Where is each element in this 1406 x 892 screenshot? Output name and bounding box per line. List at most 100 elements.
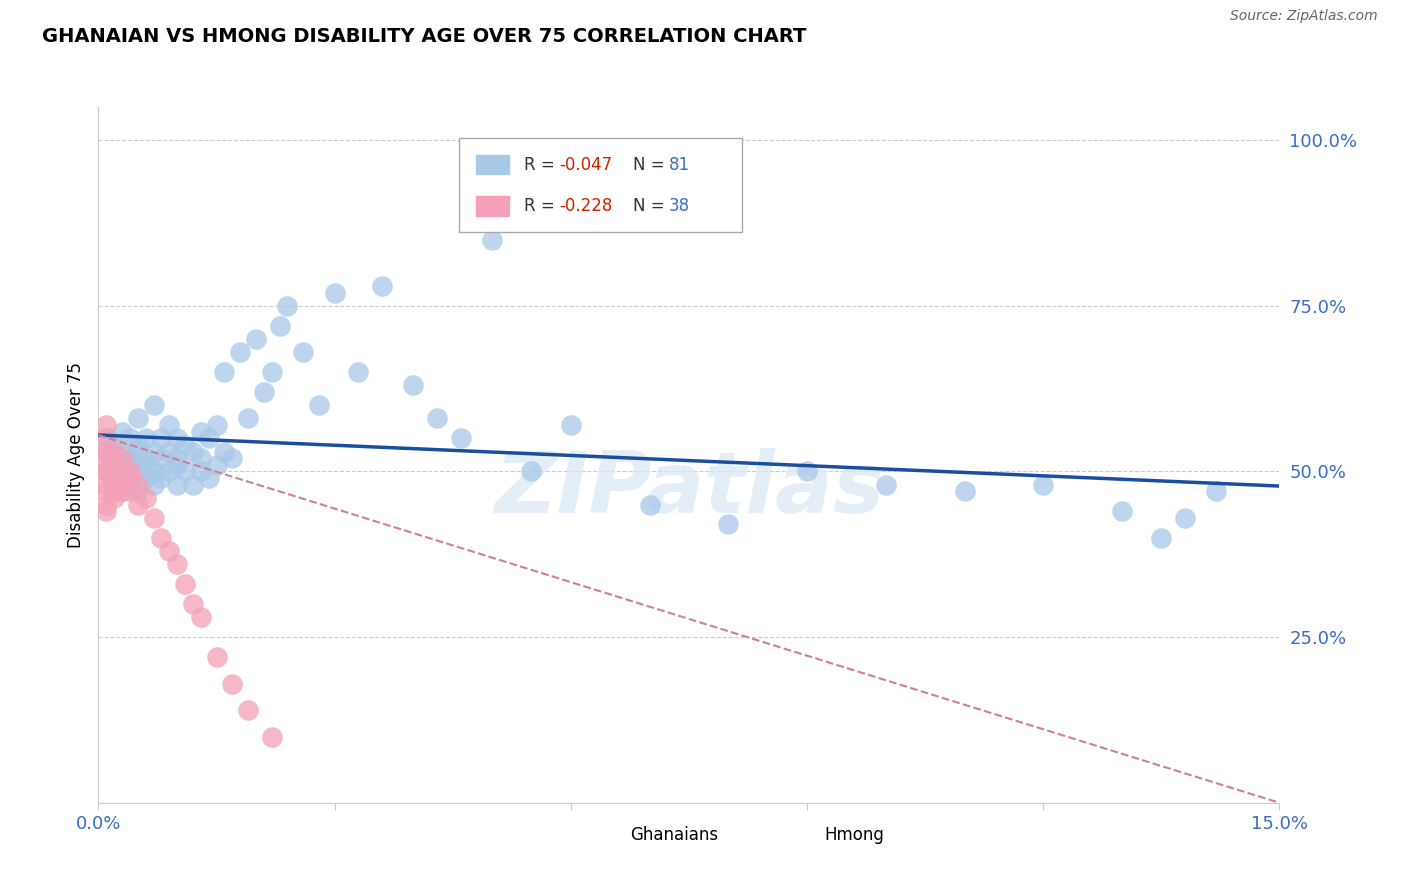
Point	[236, 703, 259, 717]
Point	[371, 279, 394, 293]
Text: -0.228: -0.228	[560, 197, 613, 215]
Point	[127, 444, 149, 458]
Point	[481, 233, 503, 247]
Point	[174, 465, 197, 479]
Point	[205, 418, 228, 433]
Point	[308, 398, 330, 412]
FancyBboxPatch shape	[458, 138, 742, 232]
Point	[96, 465, 118, 479]
Text: R =: R =	[523, 197, 560, 215]
Point	[1150, 531, 1173, 545]
Point	[292, 345, 315, 359]
FancyBboxPatch shape	[582, 825, 616, 845]
Point	[111, 484, 134, 499]
Point	[181, 477, 204, 491]
Point	[103, 451, 125, 466]
Point	[520, 465, 543, 479]
Point	[323, 285, 346, 300]
Point	[118, 471, 141, 485]
Point	[157, 418, 180, 433]
Point	[796, 465, 818, 479]
Point	[157, 544, 180, 558]
Point	[142, 511, 165, 525]
Point	[560, 418, 582, 433]
Point	[96, 418, 118, 433]
Point	[150, 431, 173, 445]
Point	[135, 458, 157, 472]
Point	[111, 484, 134, 499]
Point	[205, 458, 228, 472]
Point	[142, 465, 165, 479]
Point	[717, 517, 740, 532]
Point	[190, 610, 212, 624]
Point	[269, 318, 291, 333]
Point	[142, 444, 165, 458]
Point	[260, 365, 283, 379]
Point	[127, 498, 149, 512]
Point	[103, 465, 125, 479]
Point	[253, 384, 276, 399]
Text: Ghanaians: Ghanaians	[630, 826, 718, 844]
Point	[142, 398, 165, 412]
Text: R =: R =	[523, 155, 560, 174]
Text: N =: N =	[634, 155, 671, 174]
Point	[111, 477, 134, 491]
Point	[1174, 511, 1197, 525]
Point	[127, 438, 149, 452]
Point	[426, 411, 449, 425]
Point	[236, 411, 259, 425]
Point	[221, 451, 243, 466]
Point	[118, 451, 141, 466]
Point	[174, 577, 197, 591]
Point	[96, 498, 118, 512]
Point	[229, 345, 252, 359]
Point	[150, 451, 173, 466]
Point	[1205, 484, 1227, 499]
Point	[190, 465, 212, 479]
Point	[450, 431, 472, 445]
Text: GHANAIAN VS HMONG DISABILITY AGE OVER 75 CORRELATION CHART: GHANAIAN VS HMONG DISABILITY AGE OVER 75…	[42, 27, 807, 45]
Point	[96, 504, 118, 518]
Point	[953, 484, 976, 499]
Point	[118, 484, 141, 499]
Point	[221, 676, 243, 690]
Point	[103, 477, 125, 491]
Point	[166, 558, 188, 572]
Point	[142, 477, 165, 491]
Point	[245, 332, 267, 346]
Point	[118, 471, 141, 485]
FancyBboxPatch shape	[778, 825, 811, 845]
Point	[638, 498, 661, 512]
Point	[1032, 477, 1054, 491]
Point	[174, 438, 197, 452]
Text: Source: ZipAtlas.com: Source: ZipAtlas.com	[1230, 9, 1378, 23]
Point	[96, 431, 118, 445]
Point	[103, 484, 125, 499]
Text: -0.047: -0.047	[560, 155, 612, 174]
Point	[103, 458, 125, 472]
Point	[103, 491, 125, 505]
Point	[135, 471, 157, 485]
Point	[103, 444, 125, 458]
Point	[111, 465, 134, 479]
Point	[127, 484, 149, 499]
Point	[181, 597, 204, 611]
Point	[181, 444, 204, 458]
Point	[118, 458, 141, 472]
Point	[166, 458, 188, 472]
Point	[197, 471, 219, 485]
Point	[111, 465, 134, 479]
Point	[96, 444, 118, 458]
Point	[96, 484, 118, 499]
Point	[127, 477, 149, 491]
Point	[103, 458, 125, 472]
Point	[127, 465, 149, 479]
Point	[157, 465, 180, 479]
Point	[103, 465, 125, 479]
Point	[135, 431, 157, 445]
Point	[96, 477, 118, 491]
Point	[260, 730, 283, 744]
Point	[96, 431, 118, 445]
Point	[103, 438, 125, 452]
Point	[111, 444, 134, 458]
